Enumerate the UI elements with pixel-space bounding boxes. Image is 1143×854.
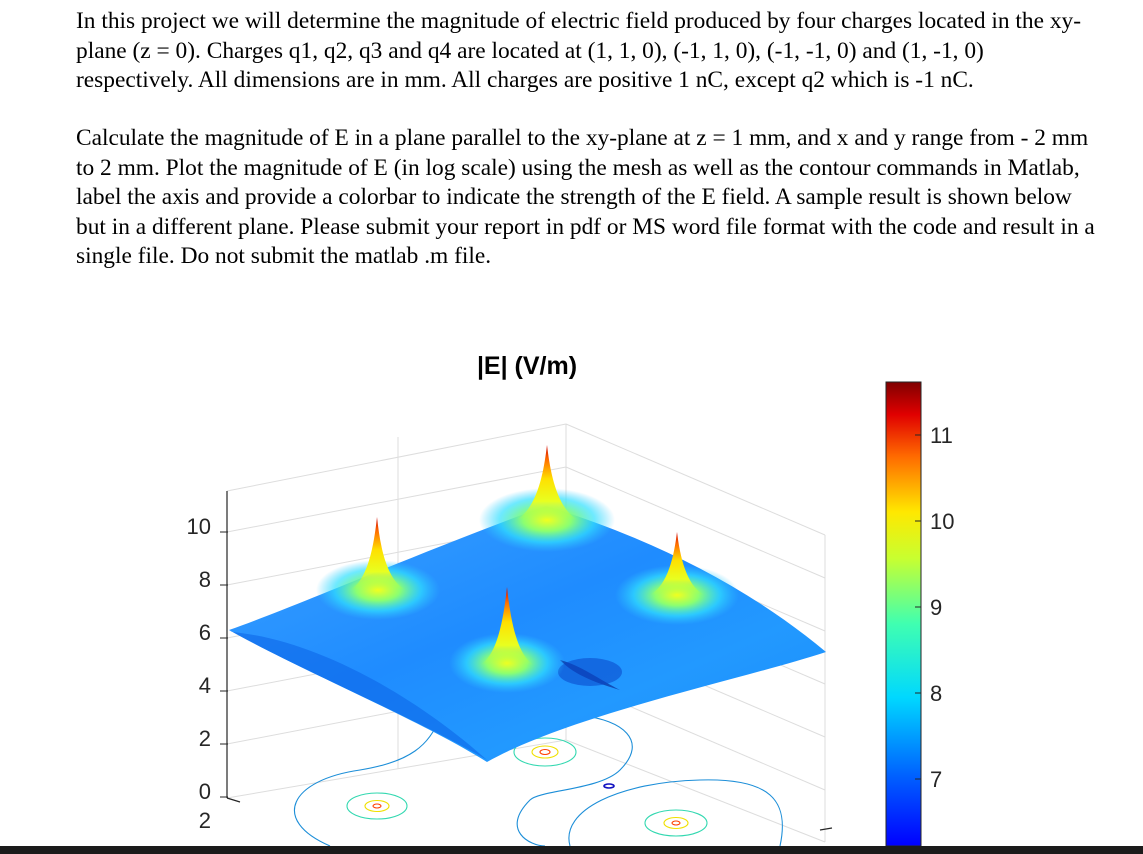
paragraph-intro: In this project we will determine the ma… [76, 8, 1082, 94]
efield-figure: |E| (V/m) 10 8 6 4 2 0 [187, 352, 954, 847]
z-axis-line [226, 491, 833, 831]
y-tick-label: 2 [199, 808, 211, 833]
colorbar-tick-label: 7 [930, 767, 942, 792]
z-axis-ticks: 10 8 6 4 2 0 2 [187, 514, 228, 833]
z-tick-label: 4 [199, 673, 211, 698]
z-tick-label: 8 [199, 567, 211, 592]
z-tick-label: 10 [187, 514, 211, 539]
colorbar: 11 10 9 8 7 [885, 381, 954, 847]
colorbar-tick-label: 9 [930, 595, 942, 620]
colorbar-tick-label: 10 [930, 509, 954, 534]
window-bottom-edge [0, 846, 1143, 854]
plot-title: |E| (V/m) [477, 352, 577, 380]
surface-mesh [229, 445, 826, 762]
z-tick-label: 6 [199, 620, 211, 645]
colorbar-tick-label: 11 [930, 423, 953, 448]
paragraph-instructions: Calculate the magnitude of E in a plane … [76, 125, 1095, 270]
contour-plot [294, 715, 783, 847]
colorbar-tick-label: 8 [930, 681, 942, 706]
z-tick-label: 0 [199, 779, 211, 804]
z-tick-label: 2 [199, 726, 211, 751]
